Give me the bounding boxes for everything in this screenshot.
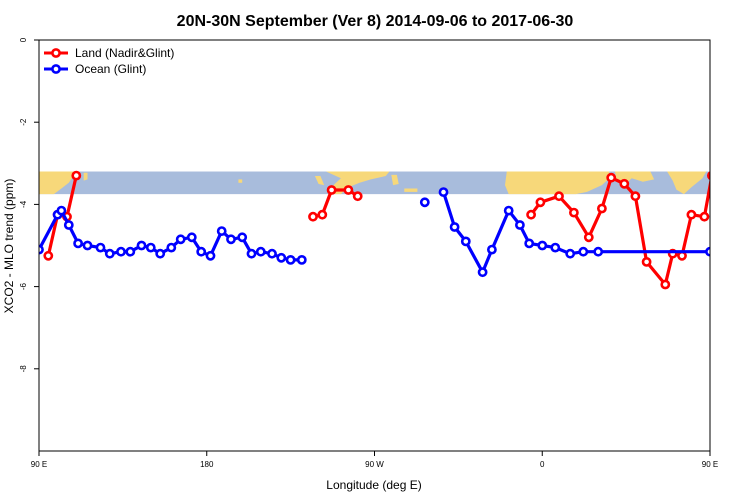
series-land-point [699,211,710,222]
series-ocean-point [186,232,197,243]
series-land-point [660,279,671,290]
series-ocean-point [593,246,604,257]
series-ocean-point [565,248,576,259]
x-tick-label: 0 [540,460,545,469]
series-ocean-point [63,220,74,230]
series-ocean-point [486,244,497,255]
series-ocean-point [136,240,147,251]
series-ocean-point [226,234,236,245]
series-ocean-point [705,246,710,257]
series-layer [39,170,710,290]
series-land-point [43,250,54,261]
x-axis: 90 E 180 90 W 0 90 E [31,451,718,469]
y-tick-label: -8 [19,365,28,373]
series-ocean-point [116,246,126,257]
series-ocean-point [95,242,106,253]
series-land-point [317,209,328,220]
x-tick-label: 90 E [31,460,47,469]
legend-ocean-marker [51,64,61,74]
series-land-line [529,176,710,287]
series-land-point [597,203,607,214]
land-shape [83,172,88,181]
series-ocean-point [537,240,548,251]
series-ocean-point [477,267,488,278]
land-shape [391,174,399,186]
series-land-point [343,185,354,195]
y-axis: 0 -2 -4 -6 -8 [19,37,39,372]
legend: Land (Nadir&Glint) Ocean (Glint) [44,46,174,76]
series-ocean [39,187,710,278]
series-land-point [569,207,579,218]
series-ocean-point [255,246,266,257]
series-land-point [308,211,318,222]
series-land-point [686,209,697,220]
land-shape [404,188,418,192]
series-ocean-point [276,252,287,263]
y-tick-label: 0 [19,37,28,42]
land-shape [712,172,729,195]
series-ocean-point [419,197,430,208]
series-ocean-point [82,240,93,251]
series-ocean-point [267,248,277,259]
land-shape [314,176,325,186]
series-ocean-point [175,234,186,245]
y-tick-label: -2 [19,118,28,126]
series-ocean-point [285,254,296,265]
y-tick-label: -4 [19,200,28,208]
legend-land-label: Land (Nadir&Glint) [75,46,174,60]
y-axis-label: XCO2 - MLO trend (ppm) [2,179,16,314]
x-tick-label: 90 E [702,460,718,469]
x-tick-label: 180 [200,460,214,469]
series-ocean-point [145,242,156,253]
series-ocean-point [578,246,589,257]
series-ocean-point [56,205,67,216]
legend-land-marker [51,48,61,58]
series-ocean-point [216,226,227,236]
series-ocean-point [550,242,561,253]
series-ocean-point [237,232,248,243]
series-ocean-point [246,248,257,259]
series-land-point [606,172,617,183]
series-ocean-point [125,246,136,257]
series-land-point [535,197,546,208]
land-shape [39,171,77,195]
land-shape [238,179,243,183]
series-ocean-point [73,238,83,249]
series-ocean-point [503,205,514,216]
land-shape [505,171,610,195]
series-land-point [707,171,710,181]
series-ocean-point [460,236,471,247]
land-shape [667,171,707,195]
map-band [39,171,729,195]
chart-title: 20N-30N September (Ver 8) 2014-09-06 to … [177,13,574,30]
series-land-point [554,191,564,202]
series-ocean-point [524,238,535,249]
series-ocean-point [196,246,207,257]
x-axis-label: Longitude (deg E) [326,478,421,492]
series-ocean-point [296,254,307,265]
series-ocean-point [166,242,177,253]
series-land-point [630,191,641,202]
series-land-point [352,191,363,202]
x-tick-label: 90 W [365,460,384,469]
series-ocean-point [155,248,166,259]
series-ocean-point [104,248,115,259]
series-land-point [71,170,82,181]
series-ocean-point [438,187,449,197]
series-ocean-point [205,250,216,261]
series-land-point [326,185,337,195]
series-land-point [619,178,630,189]
series-land-point [526,209,536,220]
legend-ocean-label: Ocean (Glint) [75,62,146,76]
y-tick-label: -6 [19,282,28,290]
series-land-point [583,232,594,243]
series-ocean-point [449,222,460,232]
series-land-point [641,256,652,267]
series-ocean-point [515,220,525,230]
